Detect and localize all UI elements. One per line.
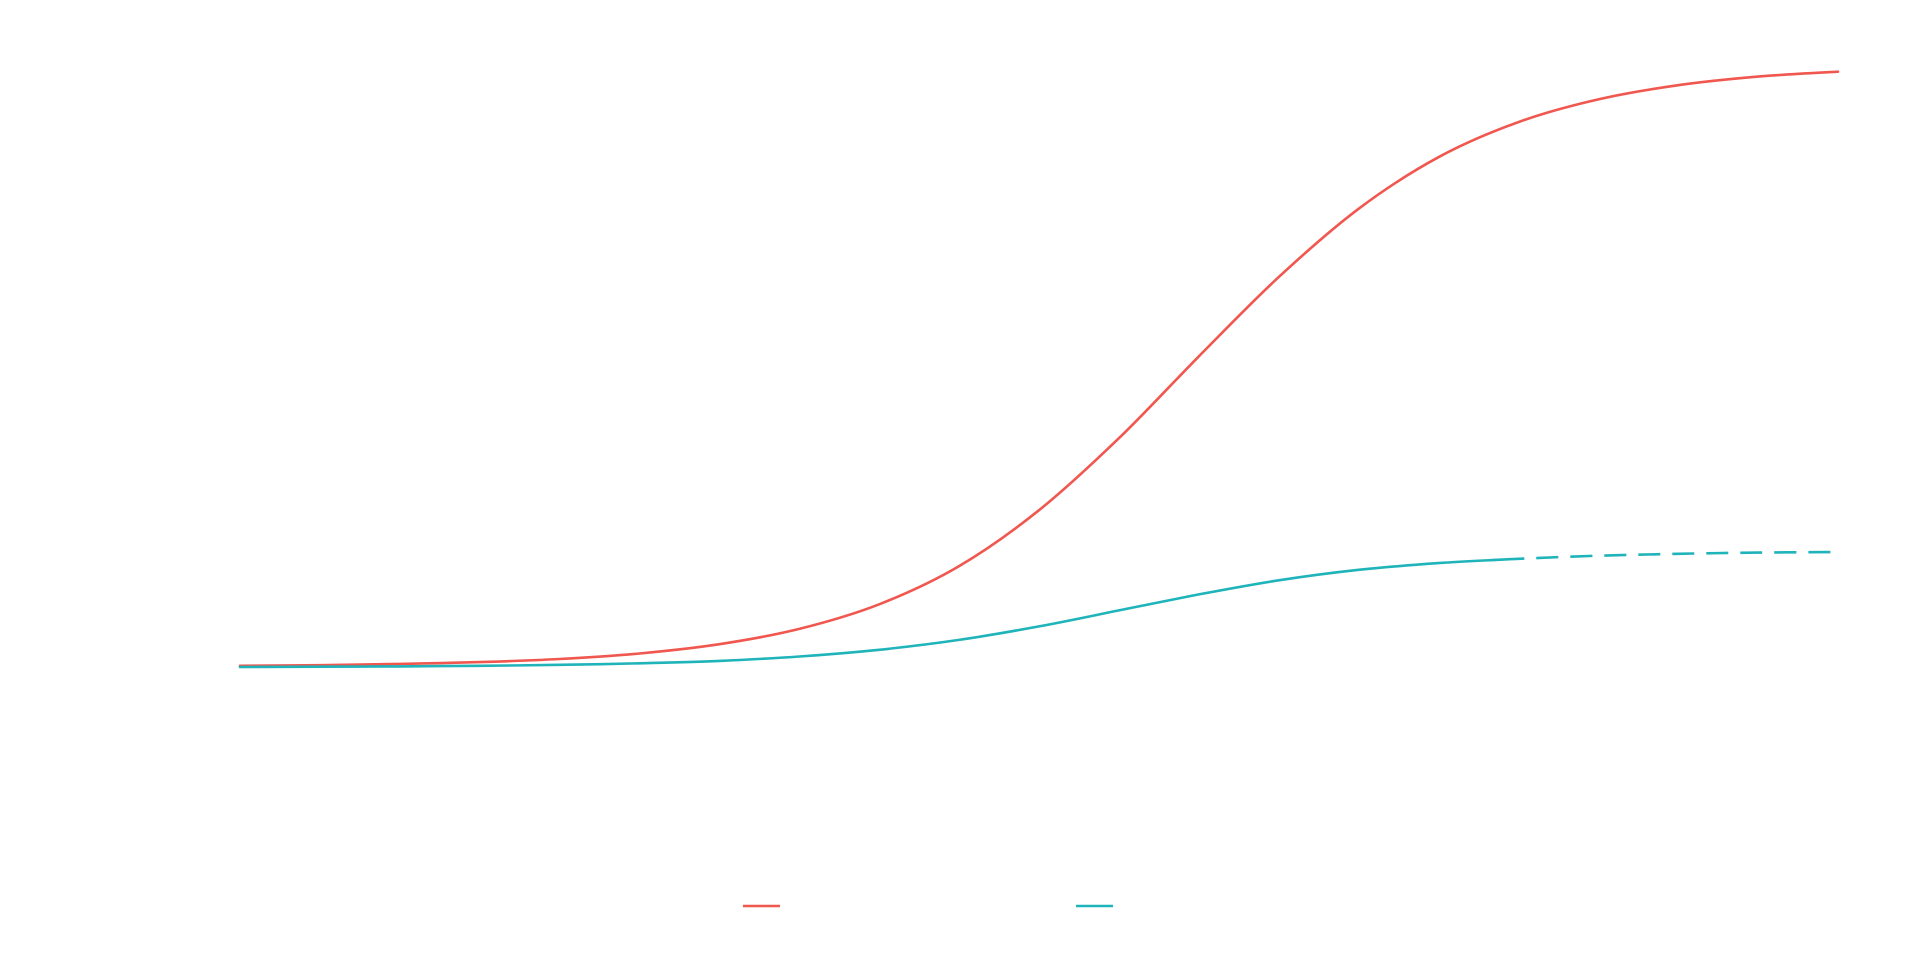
series-projection-2	[1502, 550, 1839, 561]
series-layer	[238, 70, 1840, 669]
series-line-1	[238, 70, 1840, 668]
series-line-2	[238, 558, 1504, 669]
